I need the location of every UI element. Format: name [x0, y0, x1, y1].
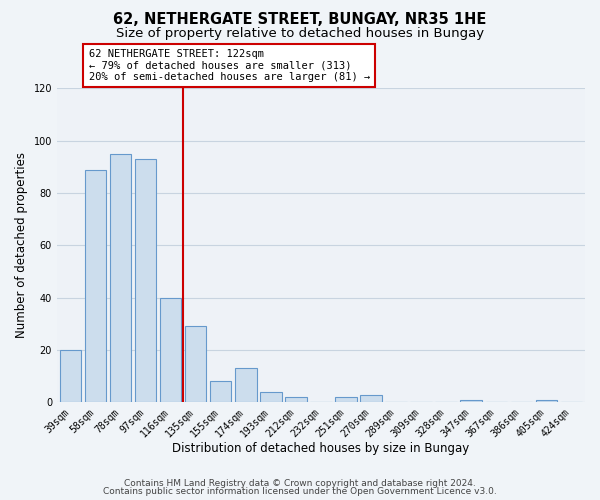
Bar: [85, 170, 106, 402]
Bar: [260, 392, 281, 402]
Y-axis label: Number of detached properties: Number of detached properties: [15, 152, 28, 338]
Bar: [285, 397, 307, 402]
Bar: [160, 298, 181, 403]
Text: Contains HM Land Registry data © Crown copyright and database right 2024.: Contains HM Land Registry data © Crown c…: [124, 478, 476, 488]
Bar: [460, 400, 482, 402]
Bar: [185, 326, 206, 402]
Bar: [210, 382, 232, 402]
Bar: [110, 154, 131, 402]
Bar: [335, 397, 356, 402]
Text: 62 NETHERGATE STREET: 122sqm
← 79% of detached houses are smaller (313)
20% of s: 62 NETHERGATE STREET: 122sqm ← 79% of de…: [89, 49, 370, 82]
Text: Contains public sector information licensed under the Open Government Licence v3: Contains public sector information licen…: [103, 487, 497, 496]
Text: Size of property relative to detached houses in Bungay: Size of property relative to detached ho…: [116, 28, 484, 40]
X-axis label: Distribution of detached houses by size in Bungay: Distribution of detached houses by size …: [172, 442, 470, 455]
Text: 62, NETHERGATE STREET, BUNGAY, NR35 1HE: 62, NETHERGATE STREET, BUNGAY, NR35 1HE: [113, 12, 487, 28]
Bar: [361, 394, 382, 402]
Bar: [60, 350, 82, 403]
Bar: [135, 159, 157, 402]
Bar: [235, 368, 257, 402]
Bar: [536, 400, 557, 402]
